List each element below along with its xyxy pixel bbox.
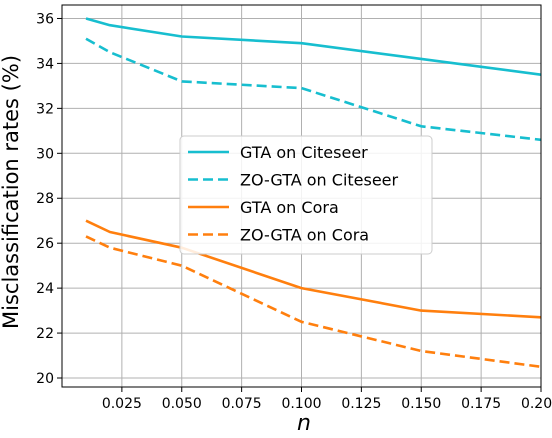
series-line-1 — [85, 17, 542, 76]
y-tick-label: 26 — [36, 236, 54, 252]
legend-label-3: GTA on Cora — [240, 198, 339, 217]
x-tick-label: 0.025 — [102, 396, 142, 412]
x-tick-label: 0.050 — [162, 396, 202, 412]
x-tick-label: 0.150 — [401, 396, 441, 412]
y-tick-label: 22 — [36, 326, 54, 342]
legend-box — [179, 135, 433, 255]
y-tick-label: 24 — [36, 281, 54, 297]
x-axis-label: n — [297, 411, 311, 434]
legend-label-1: GTA on Citeseer — [240, 143, 368, 162]
y-tick-label: 34 — [36, 56, 54, 72]
series-line-4 — [85, 235, 542, 369]
series-line-3 — [85, 219, 542, 319]
y-tick-label: 20 — [36, 371, 54, 387]
series-line-2 — [85, 37, 542, 142]
y-ticks: 20 22 24 26 28 30 32 34 36 — [36, 11, 62, 387]
x-tick-label: 0.100 — [281, 396, 321, 412]
y-axis-label: Misclassification rates (%) — [0, 55, 23, 329]
legend: GTA on Citeseer ZO-GTA on Citeseer GTA on … — [179, 135, 433, 255]
series-lines — [85, 17, 542, 369]
x-tick-label: 0.200 — [521, 396, 552, 412]
x-tick-label: 0.175 — [461, 396, 501, 412]
legend-label-4: ZO-GTA on Cora — [240, 226, 369, 245]
x-ticks: 0.025 0.050 0.075 0.100 0.125 0.150 0.175 0.200 — [102, 387, 552, 412]
x-tick-label: 0.075 — [222, 396, 262, 412]
y-tick-label: 36 — [36, 11, 54, 27]
y-tick-label: 30 — [36, 146, 54, 162]
x-tick-label: 0.125 — [341, 396, 381, 412]
legend-label-2: ZO-GTA on Citeseer — [240, 171, 399, 190]
y-tick-label: 28 — [36, 191, 54, 207]
y-tick-label: 32 — [36, 101, 54, 117]
